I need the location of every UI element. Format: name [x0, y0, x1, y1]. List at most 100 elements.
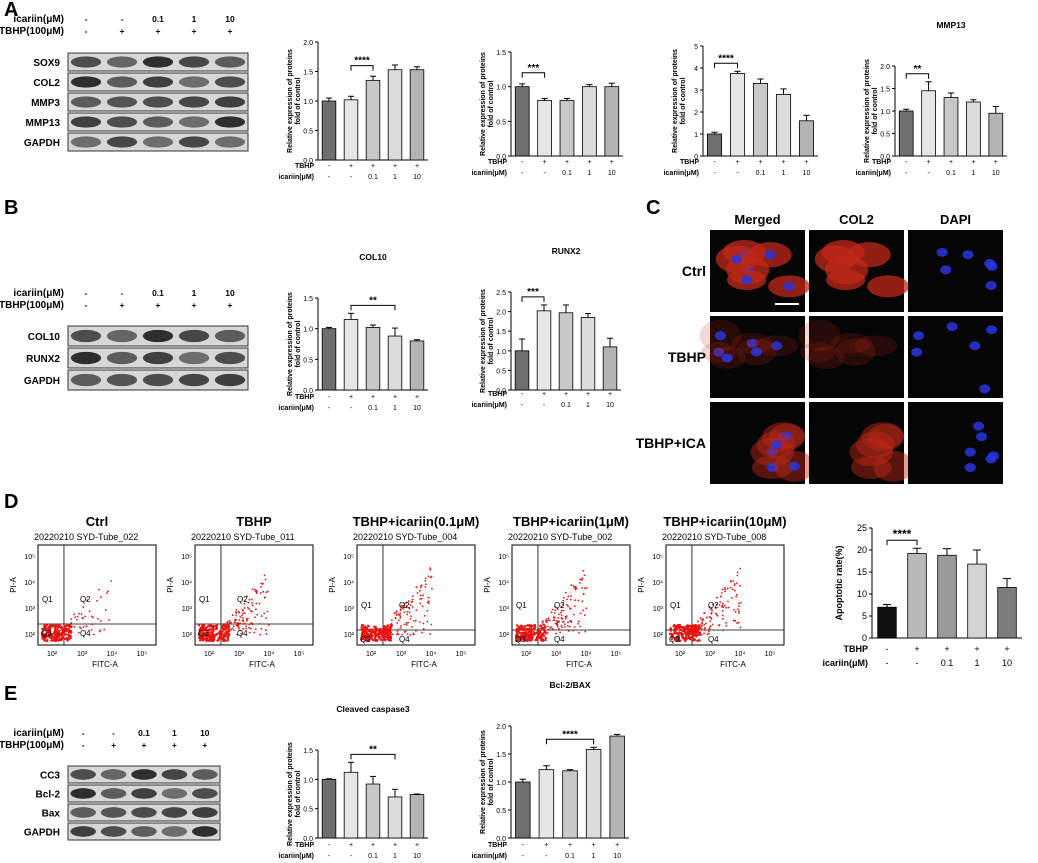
flow-event: [399, 617, 402, 619]
flow-event: [238, 627, 240, 630]
flow-event: [542, 634, 544, 636]
flow-event: [733, 589, 736, 592]
flow-y-tick: 10³: [344, 606, 355, 613]
blot-band: [106, 96, 138, 108]
y-tick-label: 2.0: [303, 40, 313, 47]
flow-event: [669, 627, 672, 631]
flow-event: [721, 617, 724, 620]
blot-row-label: MMP3: [31, 98, 60, 109]
flow-event: [562, 609, 565, 612]
condition-value-icariin: -: [905, 170, 908, 177]
flow-sample-id: 20220210 SYD-Tube_011: [191, 532, 295, 542]
condition-label-icariin: icariin(μM): [279, 405, 314, 412]
blot-header-label: icariin(μM): [13, 14, 64, 25]
flow-event: [230, 621, 232, 624]
if-image-cell: [699, 316, 805, 398]
flow-event: [727, 600, 729, 603]
flow-event: [532, 624, 536, 627]
flow-event: [697, 624, 700, 627]
condition-value-icariin: 0.1: [368, 174, 378, 181]
flow-event: [545, 619, 547, 622]
flow-event: [526, 639, 529, 642]
flow-event: [44, 634, 47, 637]
flow-event: [552, 619, 555, 622]
bar: [321, 328, 337, 391]
flow-event: [554, 609, 557, 612]
quadrant-label: Q2: [399, 601, 410, 610]
flow-event: [579, 612, 582, 615]
chart-title: Cleaved caspase3: [336, 704, 410, 714]
flow-event: [90, 629, 93, 631]
flow-event: [243, 602, 246, 605]
condition-value-tbhp: +: [586, 391, 590, 398]
flow-event: [378, 633, 380, 636]
blot-header-value: 10: [200, 728, 210, 738]
blot-band: [142, 76, 174, 88]
blot-header-value: 0.1: [138, 728, 150, 738]
flow-event: [223, 634, 227, 637]
blot-band: [214, 373, 246, 387]
flow-event: [242, 620, 245, 623]
condition-value-icariin: 10: [1002, 658, 1012, 668]
condition-label-tbhp: TBHP: [872, 159, 891, 166]
chart-title: COL2: [556, 0, 579, 2]
flow-y-label: PI-A: [9, 577, 18, 593]
y-tick-label: 15: [857, 567, 867, 577]
condition-value-icariin: 0.1: [368, 853, 378, 860]
significance-label: ****: [376, 0, 392, 3]
flow-event: [199, 634, 202, 637]
quadrant-label: Q3: [360, 635, 371, 644]
flow-plot-frame: [194, 544, 314, 646]
flow-event: [383, 630, 386, 632]
y-axis-label-line: fold of control: [488, 80, 495, 127]
condition-value-tbhp: +: [371, 842, 375, 849]
flow-event: [555, 619, 558, 622]
condition-value-tbhp: -: [521, 159, 524, 166]
significance-label: ***: [755, 0, 767, 3]
flow-y-label: PI-A: [637, 577, 646, 593]
flow-event: [409, 604, 412, 607]
flow-event: [574, 587, 577, 590]
flow-event: [554, 616, 556, 619]
flow-event: [238, 611, 241, 614]
bar: [562, 770, 578, 839]
flow-event: [733, 608, 735, 611]
y-tick-label: 5: [694, 44, 698, 51]
flow-event: [693, 625, 696, 628]
flow-x-tick: 10⁴: [264, 651, 275, 658]
significance-label: ***: [561, 0, 573, 3]
condition-value-tbhp: -: [522, 842, 525, 849]
blot-band: [131, 826, 157, 837]
flow-event: [403, 611, 406, 614]
flow-event: [725, 606, 727, 609]
y-axis-label-line: Relative expression of proteins: [864, 59, 871, 163]
quadrant-label: Q3: [515, 635, 526, 644]
flow-event: [55, 628, 59, 631]
if-nucleus-signal: [969, 341, 981, 351]
condition-value-icariin: -: [916, 658, 919, 668]
condition-value-tbhp: +: [592, 842, 596, 849]
quadrant-label: Q3: [669, 635, 680, 644]
flow-event: [720, 605, 723, 608]
flow-event: [529, 635, 532, 639]
flow-event: [259, 622, 261, 625]
bar: [604, 86, 620, 157]
flow-event: [235, 624, 238, 627]
condition-value-icariin: -: [521, 402, 524, 409]
blot-band: [70, 788, 96, 799]
flow-event: [361, 631, 364, 634]
condition-value-icariin: 1: [782, 170, 786, 177]
flow-event: [686, 636, 690, 640]
flow-plot: TBHP+icariin(10μM) 20220210 SYD-Tube_008 Q…: [637, 514, 787, 669]
flow-event: [518, 627, 521, 630]
chart-title: COL10: [359, 252, 387, 262]
flow-event: [259, 633, 262, 636]
flow-event: [550, 626, 553, 628]
y-tick-label: 0: [862, 633, 867, 643]
flow-event: [419, 589, 421, 592]
flow-event: [66, 639, 69, 642]
y-tick-label: 2.5: [496, 290, 506, 297]
blot-band: [100, 826, 127, 837]
flow-event: [405, 601, 407, 604]
